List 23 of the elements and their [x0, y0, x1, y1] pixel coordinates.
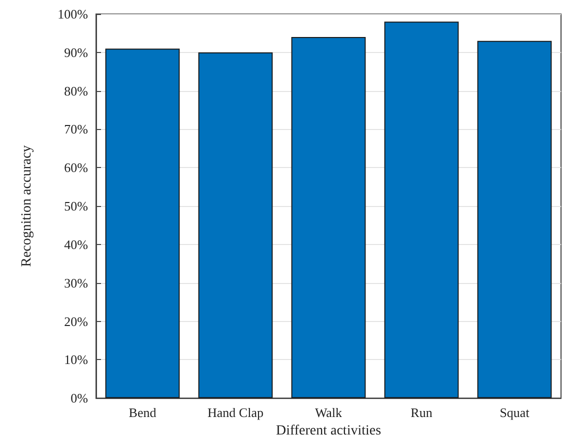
bar [198, 52, 273, 398]
bar [291, 37, 366, 398]
y-tick-label: 10% [64, 352, 88, 368]
bar [384, 22, 459, 398]
x-tick-label: Squat [500, 405, 530, 420]
y-tick-label: 50% [64, 198, 88, 214]
y-tick-label: 0% [70, 390, 88, 406]
y-tick-label: 40% [64, 236, 88, 252]
y-tick-label: 80% [64, 83, 88, 98]
bar [477, 40, 552, 398]
x-tick-label: Bend [128, 405, 157, 420]
y-tick-label: 20% [64, 314, 88, 329]
x-axis-title: Different activities [276, 424, 382, 438]
bar [105, 48, 180, 398]
y-axis-title: Recognition accuracy [20, 145, 34, 267]
y-tick-label: 60% [64, 160, 88, 176]
x-tick-label: Hand Clap [208, 405, 264, 420]
x-tick-label: Run [410, 405, 433, 420]
y-tick-label: 70% [64, 122, 88, 137]
x-tick-label: Walk [314, 405, 343, 420]
y-tick-label: 100% [58, 6, 88, 22]
y-tick-label: 90% [64, 44, 88, 60]
y-tick-label: 30% [64, 275, 88, 290]
